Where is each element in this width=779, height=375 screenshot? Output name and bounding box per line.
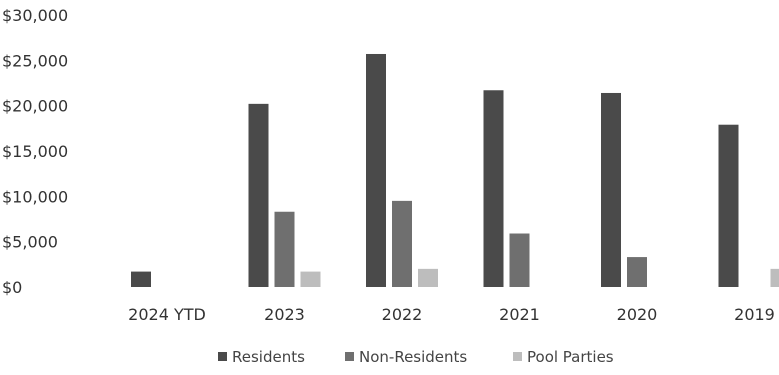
legend-label: Non-Residents bbox=[359, 348, 467, 366]
x-tick-label: 2022 bbox=[382, 305, 423, 324]
x-tick-label: 2019 bbox=[734, 305, 775, 324]
bars bbox=[131, 54, 779, 287]
legend-label: Pool Parties bbox=[527, 348, 614, 366]
legend-swatch bbox=[513, 352, 522, 361]
bar-non-residents-2020 bbox=[627, 257, 647, 287]
legend-swatch bbox=[218, 352, 227, 361]
legend-item: Pool Parties bbox=[513, 348, 614, 366]
y-tick-label: $20,000 bbox=[2, 97, 68, 116]
bar-residents-2020 bbox=[601, 93, 621, 287]
bar-residents-2022 bbox=[366, 54, 386, 287]
y-axis: $0 $5,000 $10,000 $15,000 $20,000 $25,000 $30,… bbox=[2, 6, 68, 297]
bar-non-residents-2022 bbox=[392, 201, 412, 287]
y-tick-label: $0 bbox=[2, 278, 22, 297]
bar-non-residents-2021 bbox=[510, 234, 530, 287]
bar-residents-2023 bbox=[249, 104, 269, 287]
bar-non-residents-2023 bbox=[275, 212, 295, 287]
bar-pool-parties-2019 bbox=[771, 269, 779, 287]
x-tick-label: 2020 bbox=[617, 305, 658, 324]
bar-pool-parties-2022 bbox=[418, 269, 438, 287]
legend-label: Residents bbox=[232, 348, 305, 366]
y-tick-label: $30,000 bbox=[2, 6, 68, 25]
bar-residents-2019 bbox=[719, 125, 739, 287]
bar-residents-2024-ytd bbox=[131, 272, 151, 287]
x-tick-label: 2024 YTD bbox=[128, 305, 206, 324]
legend: Residents Non-Residents Pool Parties bbox=[218, 348, 614, 366]
x-tick-label: 2021 bbox=[499, 305, 540, 324]
y-tick-label: $10,000 bbox=[2, 187, 68, 206]
y-tick-label: $15,000 bbox=[2, 142, 68, 161]
y-tick-label: $25,000 bbox=[2, 51, 68, 70]
legend-item: Residents bbox=[218, 348, 305, 366]
bar-pool-parties-2023 bbox=[301, 272, 321, 287]
x-tick-label: 2023 bbox=[264, 305, 305, 324]
x-axis: 2024 YTD 2023 2022 2021 2020 2019 bbox=[128, 305, 775, 324]
y-tick-label: $5,000 bbox=[2, 233, 58, 252]
bar-residents-2021 bbox=[484, 90, 504, 287]
legend-swatch bbox=[345, 352, 354, 361]
legend-item: Non-Residents bbox=[345, 348, 467, 366]
